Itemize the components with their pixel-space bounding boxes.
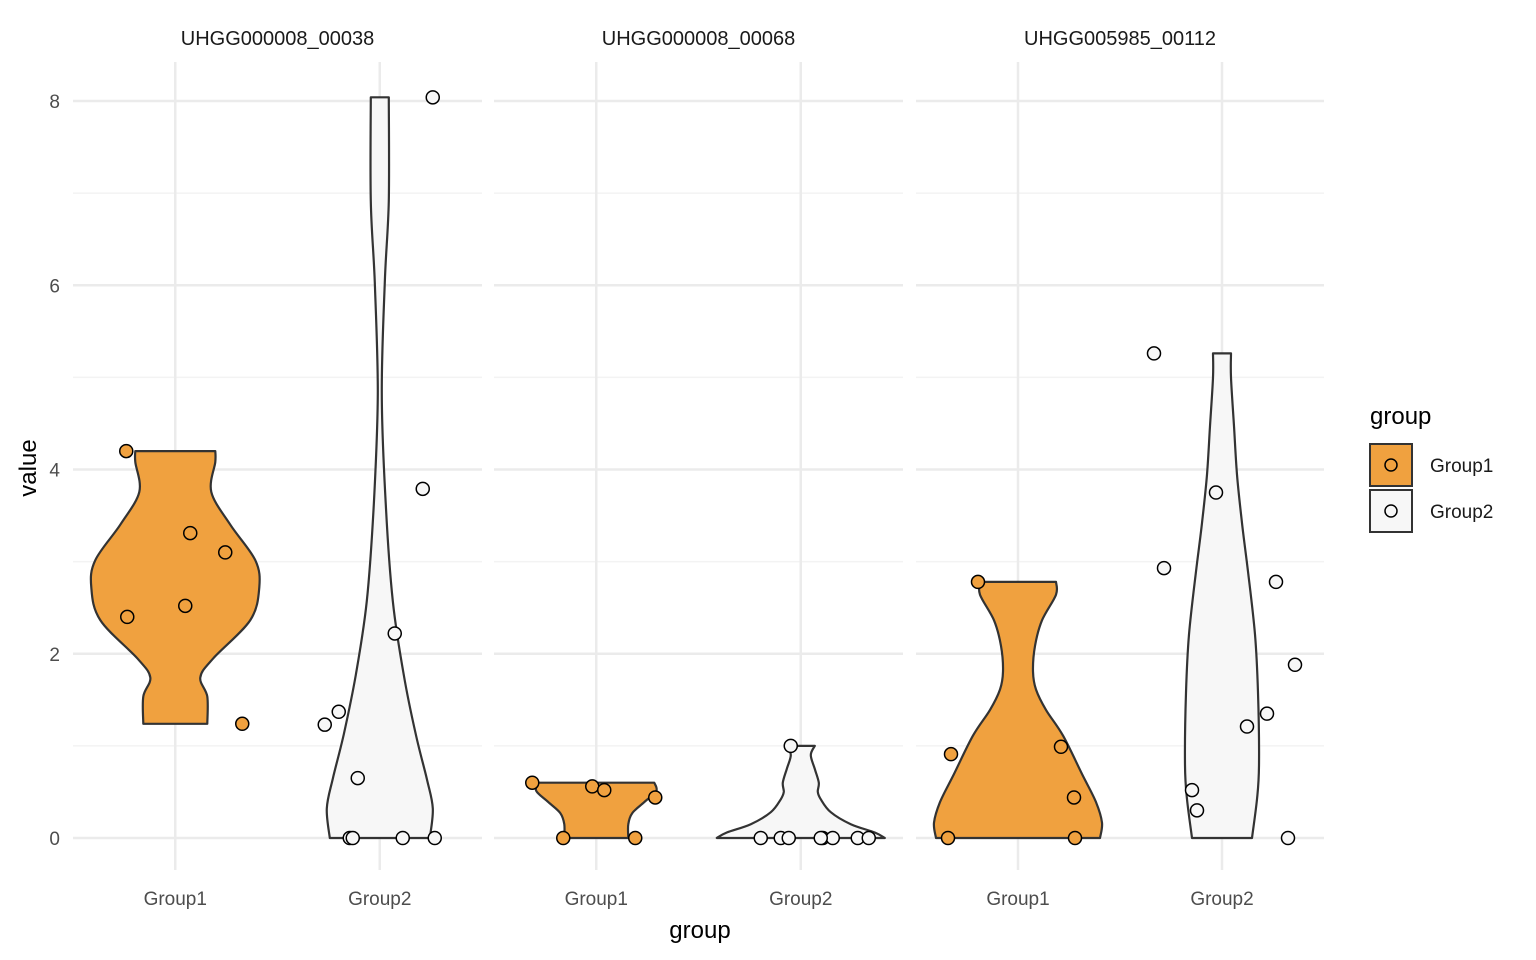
data-point <box>1268 574 1284 590</box>
data-point <box>395 830 410 846</box>
data-point <box>1067 830 1083 846</box>
data-point <box>427 830 442 846</box>
panel-2: UHGG000008_00068 Group1 Group2 <box>494 28 903 910</box>
data-point <box>317 717 332 732</box>
data-point <box>119 443 134 459</box>
legend-items: Group1 Group2 <box>1369 443 1493 533</box>
legend-key-point <box>1384 504 1398 518</box>
panel-title: UHGG005985_00112 <box>1024 28 1216 50</box>
data-point <box>781 830 796 846</box>
data-point <box>628 830 643 846</box>
data-point <box>825 830 840 846</box>
data-point <box>331 704 346 720</box>
data-point <box>753 830 768 846</box>
legend-item-group1: Group1 <box>1369 443 1493 487</box>
data-point <box>1287 657 1303 673</box>
x-axis-title: group <box>669 917 730 944</box>
violin-group1 <box>89 450 261 725</box>
x-tick-label: Group1 <box>986 889 1049 910</box>
legend-title: group <box>1370 403 1431 430</box>
legend-item-group2: Group2 <box>1369 489 1493 533</box>
data-point <box>178 598 193 614</box>
data-point <box>597 782 612 798</box>
data-point <box>1146 346 1162 361</box>
panel-title: UHGG000008_00068 <box>602 28 795 50</box>
data-point <box>218 545 233 560</box>
x-tick-label: Group1 <box>144 889 207 910</box>
data-point <box>235 716 250 732</box>
data-point <box>1189 803 1205 818</box>
data-point <box>1184 782 1200 798</box>
data-point <box>1156 560 1172 576</box>
data-point <box>350 770 365 786</box>
x-tick-label: Group2 <box>1190 889 1253 910</box>
y-axis: 0 2 4 6 8 <box>49 92 60 850</box>
data-point <box>183 525 198 541</box>
data-point <box>940 830 956 846</box>
legend: group Group1 Group2 <box>1369 403 1493 533</box>
data-point <box>813 830 828 846</box>
data-point <box>525 775 540 790</box>
data-point <box>1259 706 1275 721</box>
data-point <box>415 481 430 497</box>
legend-label: Group2 <box>1430 502 1493 523</box>
panel-1: UHGG000008_00038 Group1 Group2 <box>73 28 482 910</box>
violin-group2 <box>1183 352 1261 840</box>
x-tick-label: Group2 <box>348 889 411 910</box>
y-axis-title: value <box>15 439 42 496</box>
data-point <box>1066 790 1082 805</box>
data-point <box>943 746 959 762</box>
data-point <box>585 779 600 794</box>
data-point <box>1053 739 1069 755</box>
legend-key-point <box>1384 458 1398 472</box>
data-point <box>120 609 135 625</box>
panel-3: UHGG005985_00112 Group1 Group2 <box>916 28 1324 910</box>
x-tick-label: Group2 <box>769 889 832 910</box>
data-point <box>648 790 663 805</box>
y-tick-label: 0 <box>49 829 60 850</box>
data-point <box>783 738 798 754</box>
y-tick-label: 4 <box>49 461 60 482</box>
data-point <box>345 830 360 846</box>
y-tick-label: 8 <box>49 92 60 113</box>
y-tick-label: 6 <box>49 276 60 297</box>
panel-title: UHGG000008_00038 <box>181 28 374 50</box>
data-point <box>387 626 402 641</box>
data-point <box>556 830 571 846</box>
data-point <box>861 830 876 846</box>
y-tick-label: 2 <box>49 645 60 666</box>
data-point <box>970 574 986 590</box>
data-point <box>1239 719 1255 734</box>
data-point <box>1280 830 1296 846</box>
data-point <box>425 90 440 105</box>
violin-group2 <box>715 744 886 840</box>
violin-group2 <box>325 96 434 840</box>
data-point <box>1208 485 1224 500</box>
legend-label: Group1 <box>1430 456 1493 477</box>
x-tick-label: Group1 <box>565 889 628 910</box>
